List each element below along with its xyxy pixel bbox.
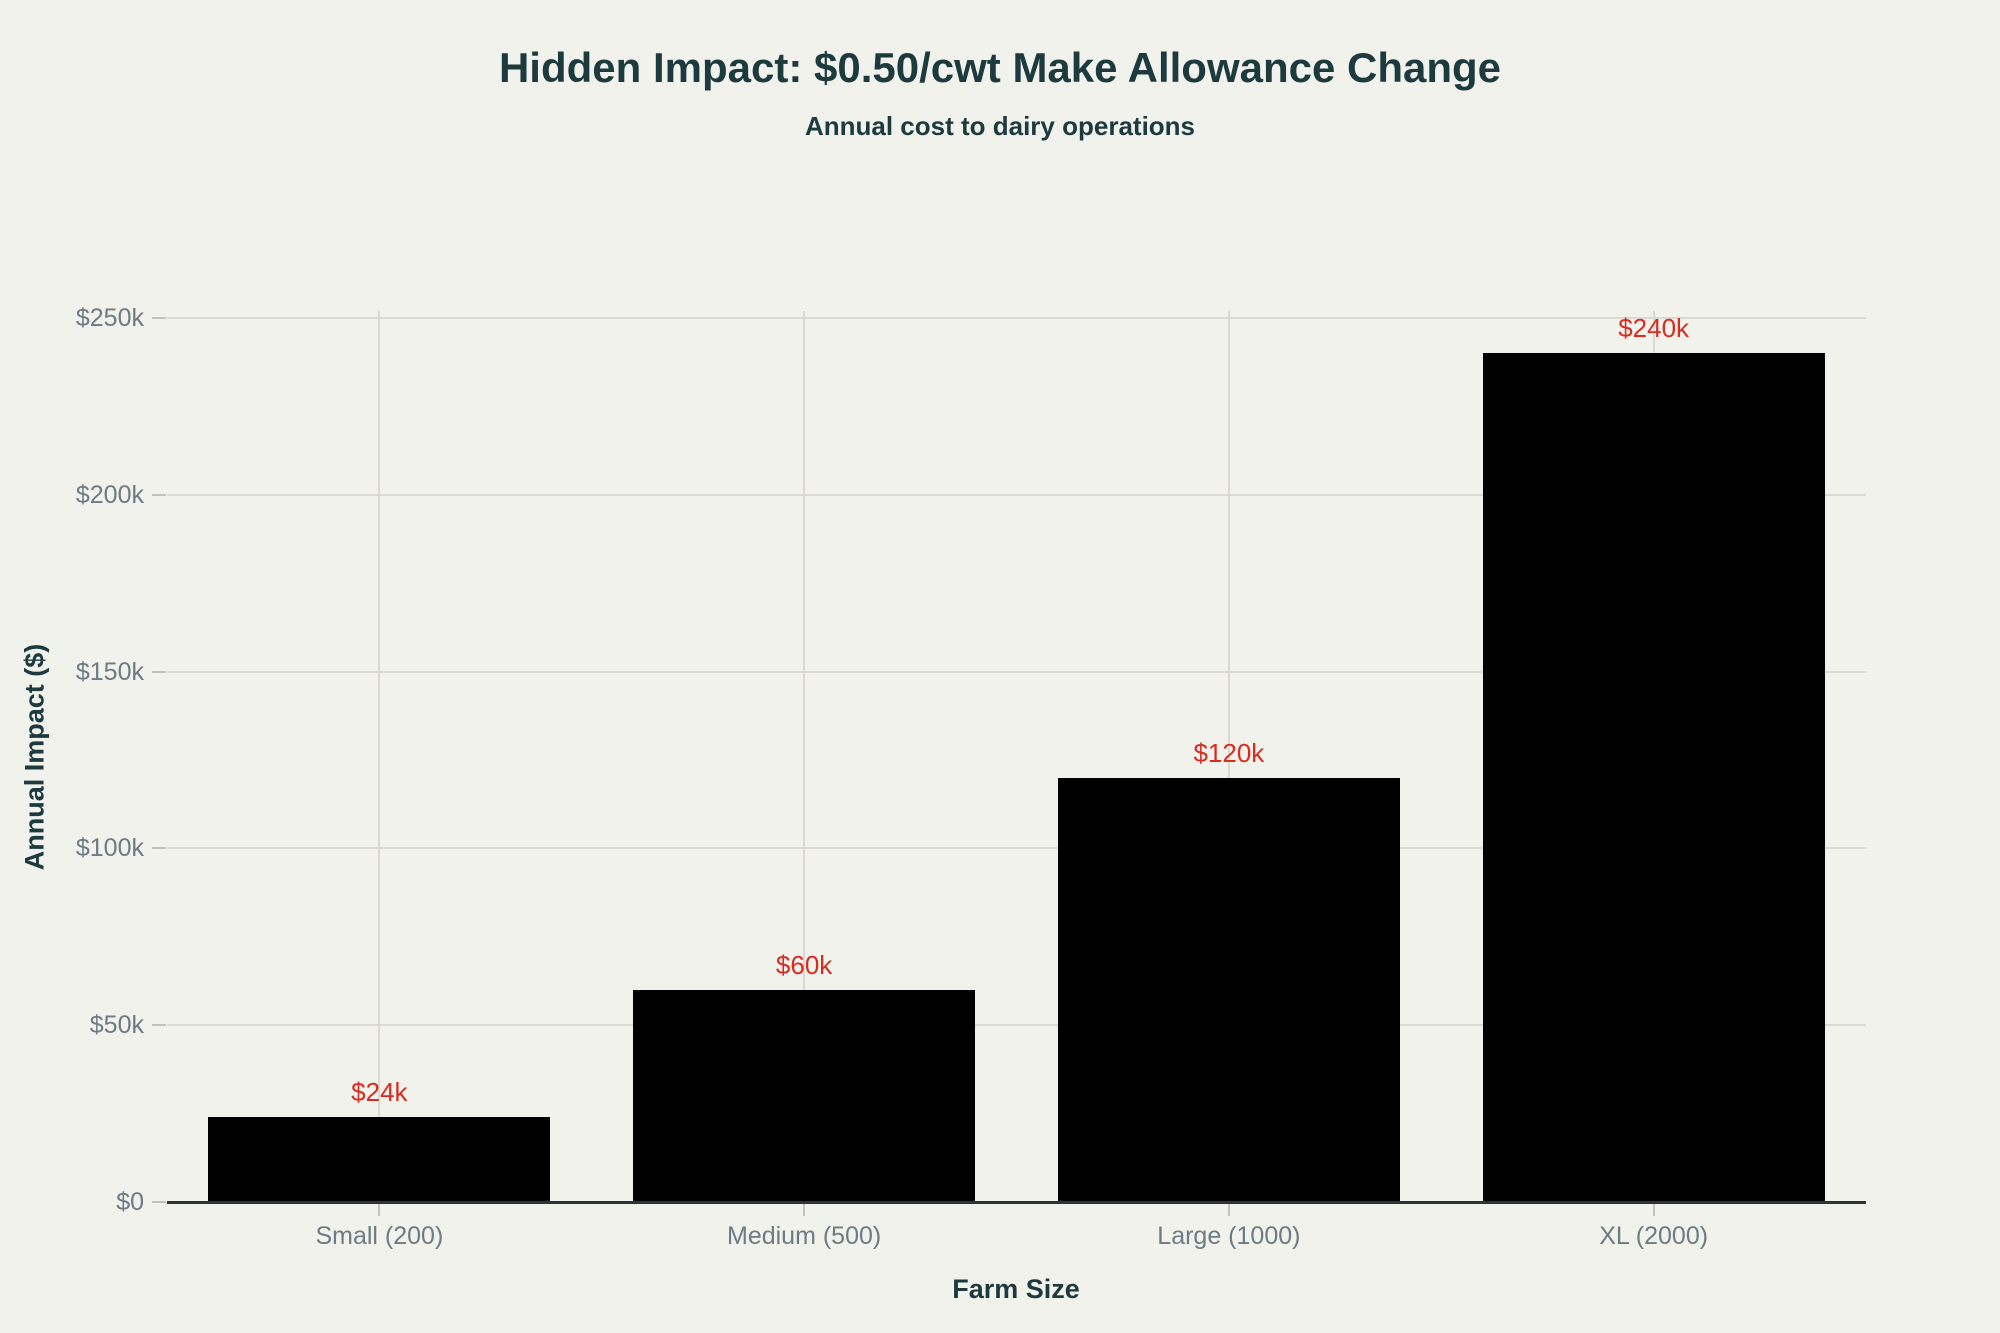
x-tickmark [803,1204,806,1216]
y-tickmark [152,1201,166,1203]
x-tickmark [1227,1204,1230,1216]
y-tick-label: $250k [75,304,144,333]
gridline-v [378,311,381,1202]
bar-value-label: $60k [775,949,833,980]
y-tickmark [152,847,166,850]
bar [633,989,976,1202]
bar-value-label: $120k [1193,737,1265,768]
bar-value-label: $24k [351,1077,408,1108]
gridline-v [1227,311,1230,1202]
gridline-h [167,847,1866,850]
bar [1482,353,1825,1202]
x-tick-label: Large (1000) [1157,1222,1301,1250]
x-tick-label: Small (200) [315,1222,444,1250]
gridline-v [803,311,806,1202]
x-tick-label: XL (2000) [1599,1222,1709,1250]
gridline-h [167,670,1866,673]
gridline-h [167,493,1866,496]
y-tick-label: $100k [75,834,144,863]
x-tickmark [378,1204,381,1216]
bar [208,1117,551,1202]
chart-subtitle: Annual cost to dairy operations [804,111,1196,141]
y-tickmark [152,670,166,673]
gridline-h [167,1024,1866,1027]
bar-value-label: $240k [1618,313,1690,344]
y-tick-label: $150k [75,657,144,686]
chart-title: Hidden Impact: $0.50/cwt Make Allowance … [498,44,1502,91]
y-tickmark [152,317,166,320]
x-tick-label: Medium (500) [727,1222,882,1250]
y-tick-label: $0 [116,1188,144,1216]
bar [1057,777,1400,1202]
x-tickmark [1652,1204,1655,1216]
y-tickmark [152,493,166,496]
y-tick-label: $50k [89,1011,144,1040]
y-tick-label: $200k [75,480,144,509]
y-tickmark [152,1024,166,1027]
x-axis-label: Farm Size [952,1274,1080,1304]
gridline-h [167,317,1866,320]
x-axis-line [167,1201,1866,1204]
